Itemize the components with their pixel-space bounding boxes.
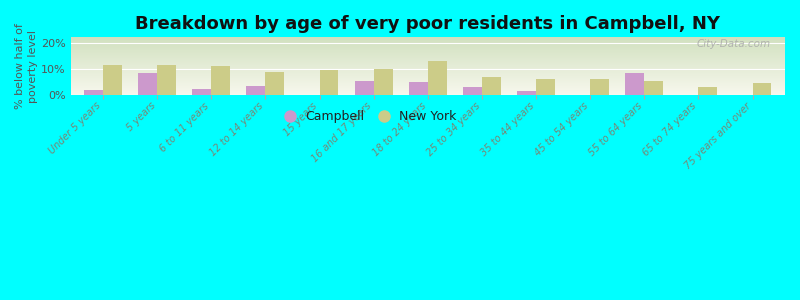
Bar [374, 69, 393, 95]
Bar [84, 90, 103, 95]
Bar [698, 87, 718, 95]
Bar [517, 91, 536, 95]
Bar [428, 61, 446, 95]
Bar [753, 83, 771, 95]
Bar [409, 82, 428, 95]
Bar [319, 70, 338, 95]
Text: City-Data.com: City-Data.com [697, 39, 770, 49]
Bar [482, 77, 501, 95]
Bar [626, 73, 644, 95]
Bar [354, 81, 374, 95]
Bar [157, 65, 176, 95]
Bar [138, 73, 157, 95]
Legend: Campbell, New York: Campbell, New York [280, 105, 462, 128]
Title: Breakdown by age of very poor residents in Campbell, NY: Breakdown by age of very poor residents … [135, 15, 720, 33]
Bar [246, 86, 266, 95]
Bar [266, 71, 284, 95]
Bar [536, 80, 555, 95]
Bar [590, 80, 609, 95]
Bar [103, 65, 122, 95]
Bar [192, 88, 211, 95]
Y-axis label: % below half of
poverty level: % below half of poverty level [15, 23, 38, 109]
Bar [644, 81, 663, 95]
Bar [463, 87, 482, 95]
Bar [211, 66, 230, 95]
